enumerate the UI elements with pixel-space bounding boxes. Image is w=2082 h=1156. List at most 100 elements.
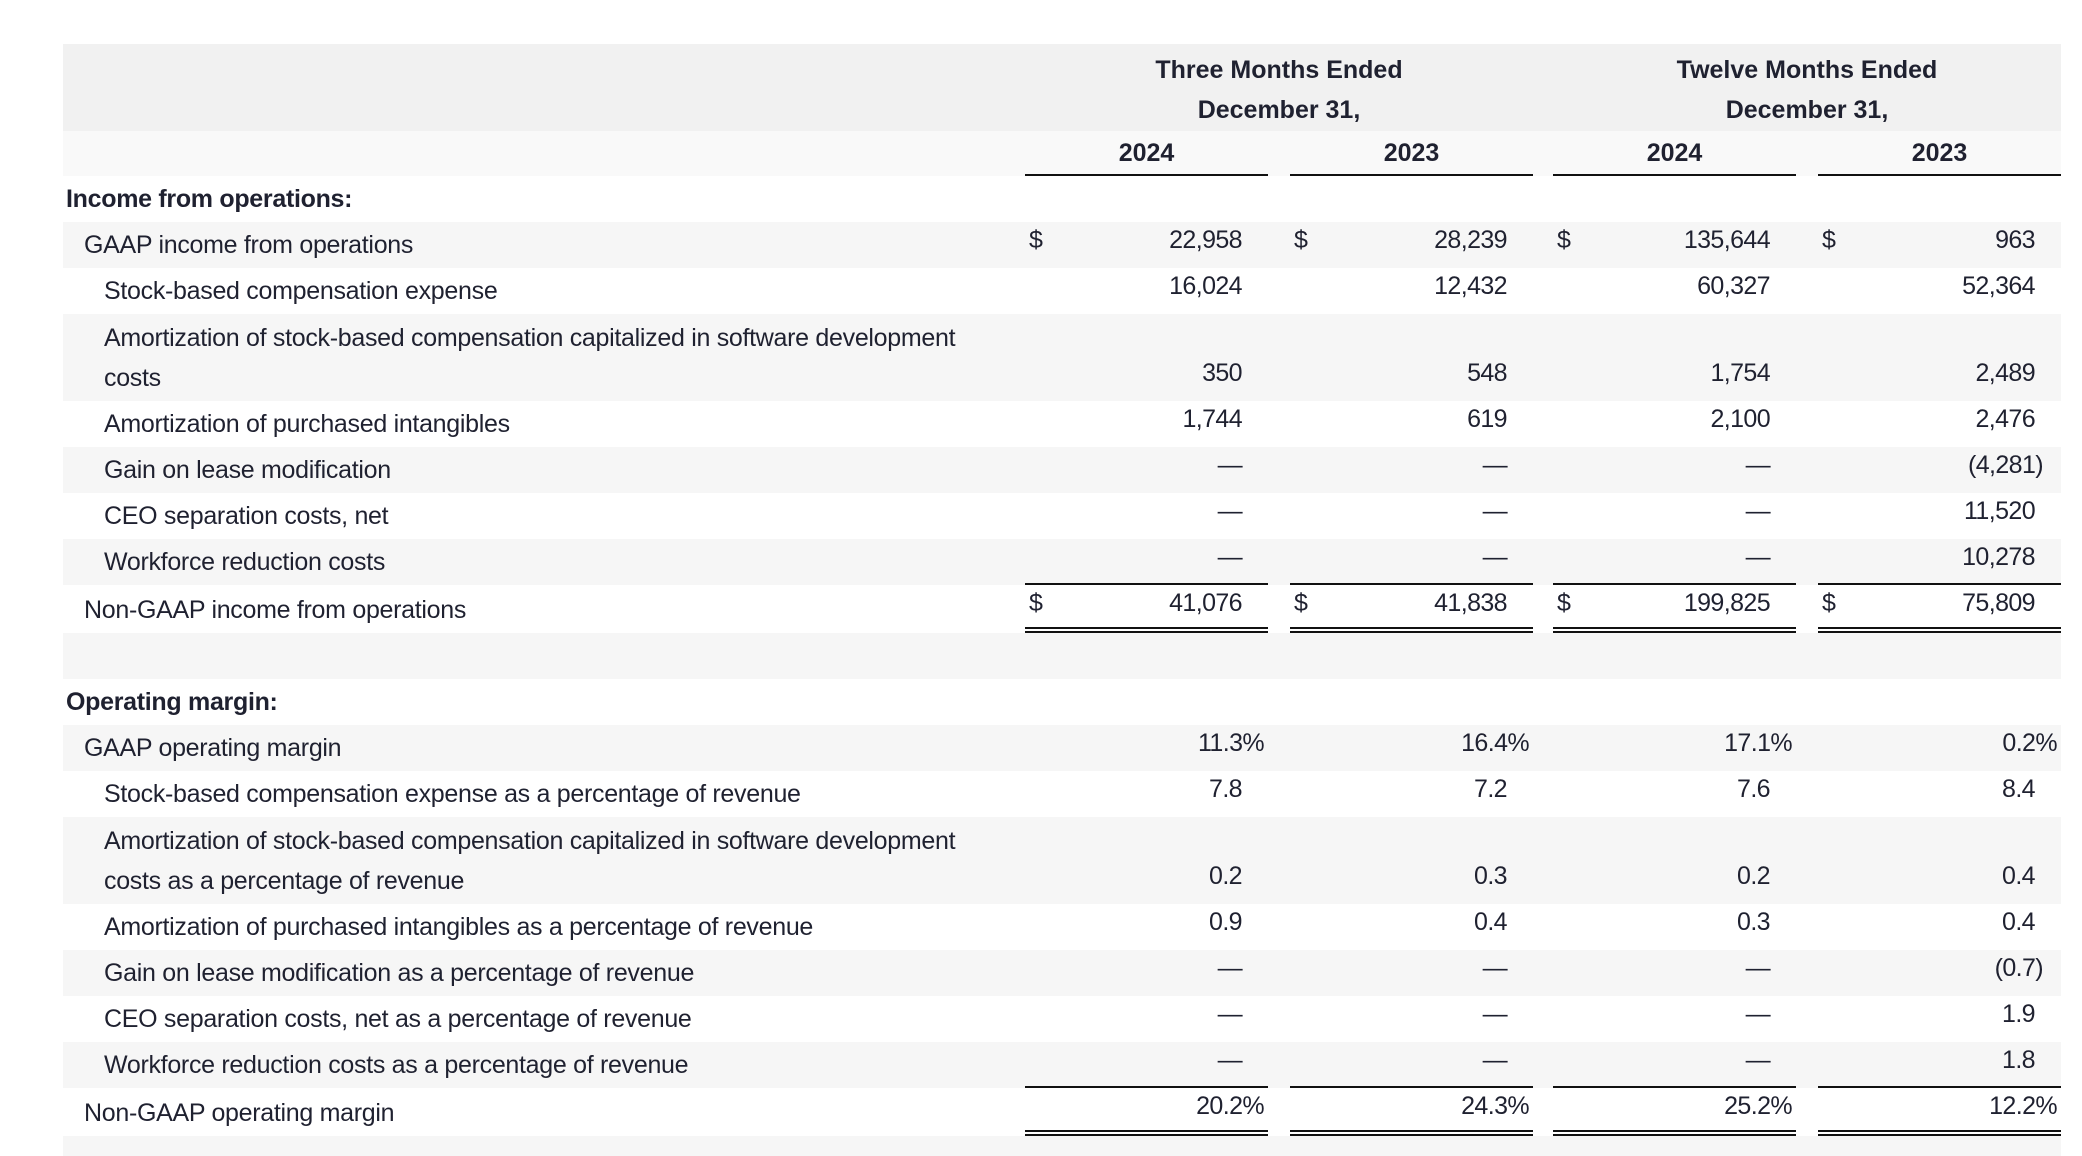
value-cell: —: [1025, 539, 1268, 585]
cell-value: —: [1745, 451, 1771, 479]
value-cell: 17.1%: [1553, 725, 1796, 771]
value-cell: (4,281): [1818, 447, 2061, 493]
value-cell: —: [1553, 539, 1796, 585]
cell-value: 548: [1467, 359, 1508, 387]
value-cell: —: [1553, 447, 1796, 493]
header-twelve-months-line1: Twelve Months Ended: [1676, 56, 1938, 84]
cell-value: 11,520: [1963, 497, 2036, 525]
cell-value: —: [1745, 543, 1771, 571]
value-cell: —: [1025, 1042, 1268, 1088]
cell-value: 41,076: [1169, 589, 1242, 617]
cell-value: 7.8: [1209, 775, 1243, 803]
cell-value: 1,744: [1182, 405, 1242, 433]
cell-value: 2,489: [1975, 359, 2035, 387]
cell-value: (0.7): [1994, 954, 2044, 982]
header-three-months-line2: December 31,: [1197, 96, 1361, 124]
value-cell: 11.3%: [1025, 725, 1268, 771]
value-cell: 20.2%: [1025, 1086, 1268, 1136]
value-cell: 2,476: [1818, 401, 2061, 447]
cell-value: —: [1482, 451, 1508, 479]
value-cell: 0.9: [1025, 904, 1268, 950]
cell-value: 0.4: [2002, 862, 2036, 890]
row-label: Non-GAAP income from operations: [84, 596, 467, 624]
value-cell: 350: [1025, 355, 1268, 401]
cell-value: 75,809: [1962, 589, 2035, 617]
row-label: GAAP operating margin: [84, 734, 342, 762]
value-cell: —: [1025, 447, 1268, 493]
value-cell: 0.4: [1290, 904, 1533, 950]
value-cell: —: [1553, 1042, 1796, 1088]
row-label: CEO separation costs, net as a percentag…: [104, 1005, 692, 1033]
row-label: Operating margin:: [66, 688, 278, 716]
value-cell: 548: [1290, 355, 1533, 401]
cell-value: 16,024: [1169, 272, 1242, 300]
cell-value: 22,958: [1169, 226, 1242, 254]
value-cell: —: [1290, 493, 1533, 539]
cell-value: 0.3: [1474, 862, 1508, 890]
cell-value: 11.3%: [1197, 729, 1265, 757]
cell-value: 1.9: [2002, 1000, 2036, 1028]
year-header: 2024: [1553, 131, 1796, 176]
value-cell: 1,744: [1025, 401, 1268, 447]
table-header-periods: Three Months Ended December 31, Twelve M…: [63, 44, 2061, 133]
value-cell: —: [1290, 1042, 1533, 1088]
row-label: Amortization of purchased intangibles: [104, 410, 510, 438]
cell-value: —: [1217, 1000, 1243, 1028]
section-heading-row: Operating margin:: [63, 679, 2061, 725]
table-row: Stock-based compensation expense 16,024 12…: [63, 268, 2061, 314]
currency-symbol: $: [1557, 226, 1571, 254]
row-label: Income from operations:: [66, 185, 353, 213]
row-label: Amortization of stock-based compensation…: [104, 827, 956, 895]
value-cell: —: [1553, 996, 1796, 1042]
value-cell: —: [1290, 447, 1533, 493]
value-cell: 12.2%: [1818, 1086, 2061, 1136]
currency-symbol: $: [1294, 589, 1308, 617]
header-twelve-months-line2: December 31,: [1725, 96, 1889, 124]
row-label: Gain on lease modification: [104, 456, 391, 484]
row-label: GAAP income from operations: [84, 231, 414, 259]
row-label: Stock-based compensation expense as a pe…: [104, 780, 801, 808]
value-cell: 0.2: [1553, 858, 1796, 904]
row-label: CEO separation costs, net: [104, 502, 389, 530]
value-cell: —: [1290, 996, 1533, 1042]
cell-value: 0.2: [1737, 862, 1771, 890]
value-cell: 24.3%: [1290, 1086, 1533, 1136]
cell-value: —: [1482, 1000, 1508, 1028]
value-cell: —: [1025, 950, 1268, 996]
cell-value: 7.6: [1737, 775, 1771, 803]
value-cell: 52,364: [1818, 268, 2061, 314]
table-row: Non-GAAP operating margin 20.2% 24.3% 25.2%…: [63, 1086, 2061, 1136]
spacer-row: [63, 633, 2061, 679]
value-cell: $199,825: [1553, 583, 1796, 633]
cell-value: 2,100: [1710, 405, 1770, 433]
value-cell: —: [1290, 539, 1533, 585]
cell-value: 25.2%: [1724, 1092, 1792, 1120]
header-twelve-months: Twelve Months Ended December 31,: [1553, 50, 2061, 133]
table-body: Income from operations: GAAP income from …: [63, 176, 2061, 1136]
cell-value: —: [1217, 954, 1243, 982]
value-cell: 25.2%: [1553, 1086, 1796, 1136]
cell-value: 0.2%: [2002, 729, 2057, 757]
year-header: 2024: [1025, 131, 1268, 176]
cell-value: —: [1482, 954, 1508, 982]
cell-value: 10,278: [1962, 543, 2035, 571]
cell-value: —: [1745, 497, 1771, 525]
cell-value: 0.2: [1209, 862, 1243, 890]
row-label: Gain on lease modification as a percenta…: [104, 959, 695, 987]
cell-value: —: [1217, 1046, 1243, 1074]
cell-value: —: [1217, 451, 1243, 479]
table-row: Amortization of purchased intangibles 1,7…: [63, 401, 2061, 447]
section-heading-row: Income from operations:: [63, 176, 2061, 222]
table-row: Gain on lease modification as a percenta…: [63, 950, 2061, 996]
cell-value: 0.4: [1474, 908, 1508, 936]
cell-value: 135,644: [1683, 226, 1771, 254]
reconciliation-table: Three Months Ended December 31, Twelve M…: [63, 44, 2061, 1156]
value-cell: 7.2: [1290, 771, 1533, 817]
cell-value: 2,476: [1975, 405, 2035, 433]
currency-symbol: $: [1294, 226, 1308, 254]
value-cell: 619: [1290, 401, 1533, 447]
table-row: CEO separation costs, net — — — 11,520: [63, 493, 2061, 539]
value-cell: 1.9: [1818, 996, 2061, 1042]
cell-value: 41,838: [1434, 589, 1507, 617]
value-cell: —: [1290, 950, 1533, 996]
